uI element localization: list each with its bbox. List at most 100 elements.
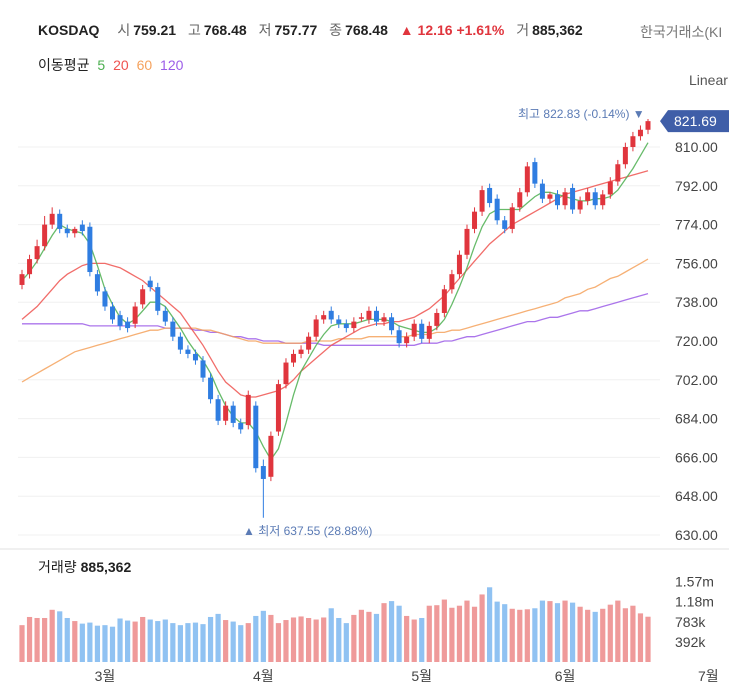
volume-bar xyxy=(147,619,153,662)
candle-body xyxy=(87,226,93,273)
volume-bar xyxy=(87,622,93,662)
candle-body xyxy=(607,181,613,195)
volume-bar xyxy=(162,619,168,662)
candle-body xyxy=(547,194,553,199)
candle-body xyxy=(373,310,379,322)
candle-body xyxy=(645,121,651,130)
candle-body xyxy=(456,254,462,275)
volume-bar xyxy=(479,594,485,662)
candle-body xyxy=(306,336,312,350)
candle-body xyxy=(351,321,357,329)
volume-bar xyxy=(622,608,628,662)
volume-bar xyxy=(72,621,78,662)
candle-body xyxy=(321,315,327,320)
ma20-legend[interactable]: 20 xyxy=(113,57,129,73)
y-tick-label: 648.00 xyxy=(675,488,718,504)
candle-body xyxy=(517,192,523,208)
volume-bar xyxy=(102,625,108,662)
volume-bar xyxy=(411,619,417,662)
volume-bar xyxy=(637,613,644,662)
volume-title: 거래량 xyxy=(38,559,77,575)
volume-bar xyxy=(79,623,85,662)
y-tick-label: 702.00 xyxy=(675,372,718,388)
volume-bar xyxy=(49,609,55,662)
open-label: 시 xyxy=(117,22,131,38)
candle-body xyxy=(34,246,40,260)
candle-body xyxy=(404,336,410,344)
candle-body xyxy=(140,289,146,305)
volume-panel-title: 거래량 885,362 xyxy=(38,557,131,577)
candle-body xyxy=(64,228,70,234)
candle-body xyxy=(577,200,583,210)
volume-bar xyxy=(215,613,221,662)
volume-bar xyxy=(494,601,500,662)
candle-body xyxy=(472,211,478,229)
volume-bar xyxy=(358,609,364,662)
volume-bar xyxy=(351,614,357,662)
ma120-legend[interactable]: 120 xyxy=(160,57,184,73)
volume-bar xyxy=(607,604,613,662)
volume-bar xyxy=(366,611,372,662)
candle-body xyxy=(524,166,530,193)
volume-bar xyxy=(577,606,583,662)
high-label: 고 xyxy=(187,22,201,38)
candle-body xyxy=(600,194,606,206)
volume-bar xyxy=(140,616,146,662)
volume-bar xyxy=(117,618,123,662)
moving-average-legend[interactable]: 이동평균 5 20 60 120 xyxy=(38,55,187,75)
candle-body xyxy=(19,274,25,285)
volume-bar xyxy=(441,599,447,662)
volume-tick-label: 783k xyxy=(675,614,706,630)
candle-body xyxy=(170,321,176,337)
candle-body xyxy=(230,405,236,423)
candle-body xyxy=(57,213,63,229)
volume-bar xyxy=(592,611,598,662)
candle-body xyxy=(268,435,274,477)
volume-bar xyxy=(19,625,25,662)
volume-bar xyxy=(373,613,380,662)
y-tick-label: 720.00 xyxy=(675,333,718,349)
candle-body xyxy=(630,136,636,147)
volume-bar xyxy=(57,611,63,662)
volume-bar xyxy=(275,623,282,662)
volume-bar xyxy=(615,600,621,662)
candle-body xyxy=(479,190,485,212)
candle-body xyxy=(27,259,33,275)
volume-bar xyxy=(396,605,402,662)
ma60-legend[interactable]: 60 xyxy=(136,57,153,73)
candle-body xyxy=(155,287,161,311)
volume-bar xyxy=(230,621,236,662)
close-value: 768.48 xyxy=(345,22,388,38)
volume-bar xyxy=(336,617,342,662)
volume-bar xyxy=(532,608,538,662)
candle-body xyxy=(275,384,281,432)
candle-body xyxy=(502,220,508,229)
volume-bar xyxy=(569,602,576,662)
candle-body xyxy=(94,274,100,292)
volume-bar xyxy=(404,615,410,662)
volume-label: 거 xyxy=(516,22,530,38)
candle-body xyxy=(192,353,198,361)
ma-legend-label: 이동평균 xyxy=(38,57,90,73)
candle-body xyxy=(419,323,425,339)
volume-bar xyxy=(554,603,561,662)
candle-body xyxy=(313,319,319,337)
candle-body xyxy=(434,312,440,326)
low-value: 757.77 xyxy=(274,22,318,38)
candle-body xyxy=(260,466,266,479)
ma5-legend[interactable]: 5 xyxy=(97,57,106,73)
high-marker: 최고 822.83 (-0.14%) ▼ xyxy=(518,107,645,121)
candle-body xyxy=(283,362,289,385)
scale-mode-toggle[interactable]: Linear xyxy=(689,72,728,88)
candle-body xyxy=(487,187,493,204)
volume-bar xyxy=(34,617,40,662)
volume-bar xyxy=(434,605,440,662)
current-price-tag xyxy=(660,110,729,133)
candle-body xyxy=(125,321,131,329)
candle-body xyxy=(42,224,48,247)
x-tick-label: 7월 xyxy=(698,668,719,684)
candle-body xyxy=(396,330,402,344)
volume-bar xyxy=(509,608,515,662)
volume-bar xyxy=(313,619,319,662)
